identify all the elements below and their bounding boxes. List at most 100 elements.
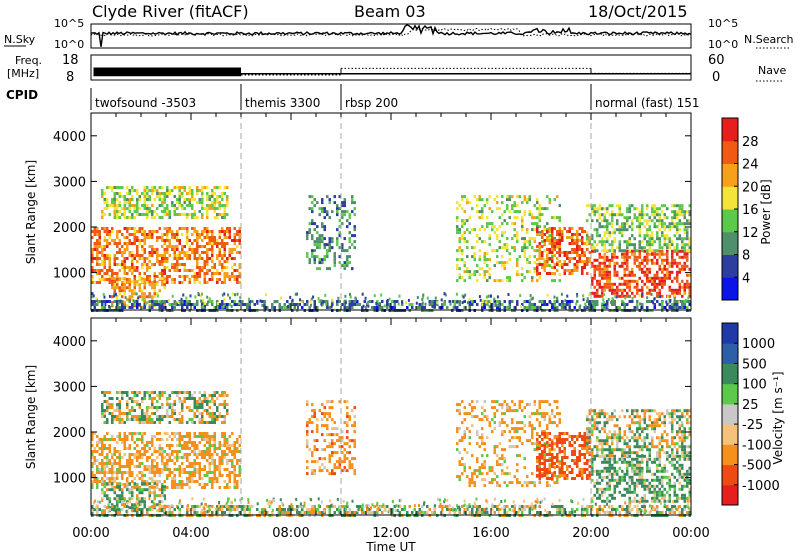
heatmap-cell [633,237,636,241]
heatmap-cell [471,228,474,232]
heatmap-cell [161,277,164,281]
heatmap-cell [468,481,471,485]
heatmap-cell [141,397,144,400]
heatmap-cell [123,497,126,501]
heatmap-cell [668,288,671,292]
heatmap-cell [586,219,589,223]
heatmap-cell [558,227,561,230]
heatmap-cell [113,418,116,421]
heatmap-cell [158,494,161,498]
heatmap-cell [186,251,189,254]
heatmap-cell [456,409,459,413]
heatmap-cell [133,292,136,296]
heatmap-cell [136,403,139,406]
heatmap-cell [136,486,139,489]
heatmap-cell [498,484,501,488]
heatmap-cell [98,230,101,233]
heatmap-cell [118,289,121,293]
heatmap-cell [183,300,186,303]
heatmap-cell [186,254,189,257]
heatmap-cell [123,447,126,450]
heatmap-cell [161,483,164,486]
heatmap-cell [676,291,679,295]
heatmap-cell [221,263,224,266]
heatmap-cell [463,448,466,452]
colorbar-tick-label: 20 [742,180,759,195]
heatmap-cell [106,201,109,204]
heatmap-cell [506,279,509,283]
heatmap-cell [153,275,156,278]
heatmap-cell [133,303,136,306]
heatmap-cell [133,230,136,233]
heatmap-cell [618,213,621,217]
heatmap-cell [213,216,216,219]
heatmap-cell [538,213,541,217]
heatmap-cell [121,438,124,441]
heatmap-cell [191,462,194,465]
heatmap-cell [206,447,209,450]
heatmap-cell [143,306,146,309]
heatmap-cell [656,285,659,289]
heatmap-cell [656,219,659,223]
heatmap-cell [106,471,109,474]
heatmap-cell [671,258,674,262]
heatmap-cell [508,406,511,410]
heatmap-cell [206,198,209,201]
heatmap-cell [101,447,104,450]
heatmap-cell [98,281,101,284]
heatmap-cell [486,216,489,220]
heatmap-cell [198,483,201,486]
heatmap-cell [143,482,146,486]
heatmap-cell [481,198,484,202]
heatmap-cell [216,198,219,201]
heatmap-cell [631,225,634,229]
heatmap-cell [148,233,151,236]
heatmap-cell [161,394,164,397]
freq-tick-bottom: 8 [66,70,74,85]
heatmap-cell [116,415,119,418]
heatmap-cell [681,210,684,214]
heatmap-cell [161,391,164,394]
heatmap-cell [96,254,99,257]
heatmap-cell [348,237,351,241]
heatmap-cell [628,249,631,253]
heatmap-cell [106,497,109,501]
heatmap-cell [666,261,669,265]
heatmap-cell [661,282,664,286]
heatmap-cell [176,394,179,397]
heatmap-cell [143,391,146,394]
heatmap-cell [196,263,199,266]
heatmap-cell [168,444,171,447]
heatmap-cell [128,409,131,412]
heatmap-cell [344,299,347,303]
heatmap-cell [611,297,614,301]
heatmap-cell [193,412,196,415]
heatmap-cell [633,252,636,256]
heatmap-cell [336,243,339,247]
heatmap-cell [103,465,106,468]
heatmap-cell [126,281,129,284]
heatmap-cell [218,201,221,204]
heatmap-cell [186,432,189,435]
heatmap-cell [511,421,514,425]
heatmap-cell [161,236,164,239]
heatmap-cell [118,403,121,406]
heatmap-cell [218,195,221,198]
heatmap-cell [103,278,106,281]
heatmap-cell [123,471,126,474]
heatmap-cell [643,255,646,259]
heatmap-cell [646,240,649,244]
heatmap-cell [151,500,154,504]
heatmap-cell [333,252,336,256]
heatmap-cell [191,397,194,400]
heatmap-cell [538,412,541,416]
heatmap-cell [97,300,99,304]
heatmap-cell [193,403,196,406]
heatmap-cell [473,255,476,259]
heatmap-cell [198,462,201,465]
heatmap-cell [221,257,224,260]
heatmap-cell [186,269,189,272]
heatmap-cell [146,275,149,278]
heatmap-cell [143,418,146,421]
